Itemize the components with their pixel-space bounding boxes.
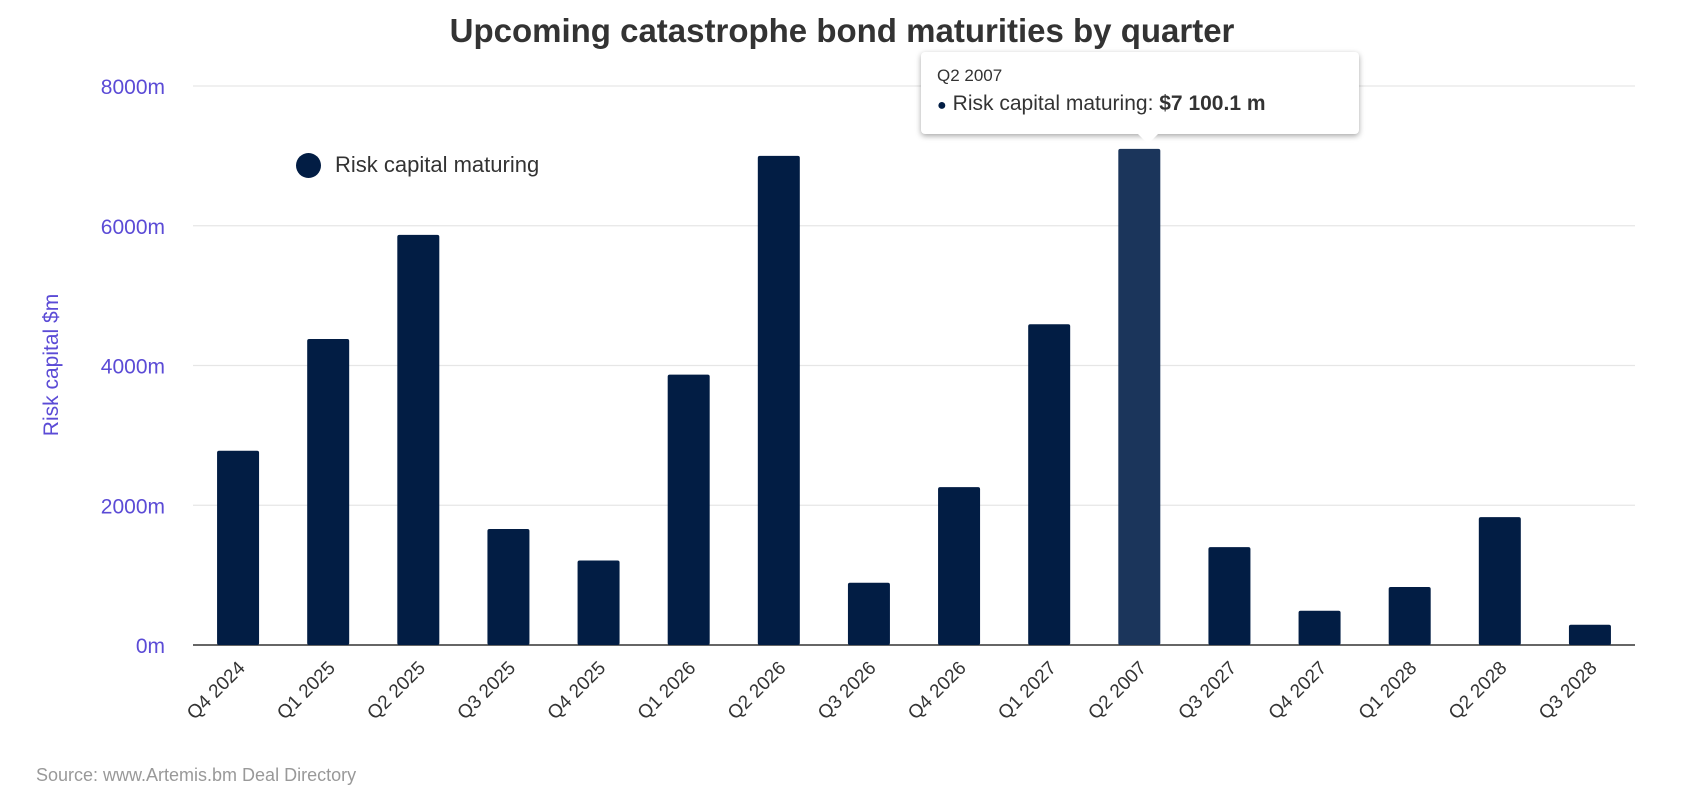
legend-item[interactable]: Risk capital maturing — [296, 152, 539, 178]
tooltip-series-label: Risk capital maturing: — [952, 92, 1160, 115]
bar[interactable] — [1028, 324, 1071, 645]
x-tick-label: Q4 2024 — [183, 657, 250, 724]
bar[interactable] — [847, 582, 890, 645]
legend-marker-icon — [296, 152, 321, 178]
tooltip-value: $7 100.1 m — [1159, 92, 1266, 115]
y-tick-label: 2000m — [101, 495, 165, 518]
tooltip: Q2 2007 ● Risk capital maturing: $7 100.1… — [921, 52, 1359, 144]
y-tick-label: 6000m — [101, 216, 165, 239]
x-tick-label: Q1 2027 — [994, 658, 1060, 724]
x-tick-label: Q2 2026 — [724, 658, 790, 724]
x-tick-label: Q3 2026 — [814, 658, 880, 724]
x-tick-label: Q1 2025 — [273, 658, 339, 724]
bar[interactable] — [487, 529, 530, 645]
x-tick-label: Q2 2007 — [1084, 658, 1150, 724]
y-axis-label: Risk capital $m — [40, 294, 63, 436]
series-dot-icon: ● — [937, 97, 947, 114]
y-tick-label: 8000m — [101, 76, 165, 99]
x-tick-label: Q3 2027 — [1175, 658, 1241, 724]
source-credit: Source: www.Artemis.bm Deal Directory — [36, 765, 357, 785]
x-tick-label: Q4 2025 — [544, 658, 610, 724]
bar[interactable] — [1298, 610, 1341, 645]
bar[interactable] — [1208, 547, 1251, 645]
bar[interactable] — [397, 234, 440, 646]
bar[interactable] — [307, 338, 350, 645]
x-tick-label: Q1 2026 — [634, 658, 700, 724]
bar[interactable] — [938, 487, 981, 645]
chart-title: Upcoming catastrophe bond maturities by … — [449, 12, 1235, 49]
bar[interactable] — [1388, 587, 1431, 645]
bar[interactable] — [667, 374, 710, 645]
bar[interactable] — [1118, 148, 1161, 646]
x-tick-label: Q2 2025 — [363, 658, 429, 724]
x-tick-label: Q3 2025 — [454, 658, 520, 724]
x-tick-label: Q4 2026 — [904, 658, 970, 724]
x-tick-label: Q1 2028 — [1355, 658, 1421, 724]
bar[interactable] — [1478, 517, 1521, 645]
bar[interactable] — [217, 450, 260, 645]
bar[interactable] — [757, 155, 800, 645]
x-tick-label: Q3 2028 — [1535, 658, 1601, 724]
y-tick-label: 4000m — [101, 356, 165, 379]
x-tick-label: Q4 2027 — [1265, 658, 1331, 724]
bar[interactable] — [577, 560, 620, 645]
legend-label: Risk capital maturing — [335, 152, 540, 177]
x-tick-label: Q2 2028 — [1445, 658, 1511, 724]
tooltip-header: Q2 2007 — [937, 66, 1003, 85]
bar[interactable] — [1568, 624, 1611, 645]
y-tick-label: 0m — [136, 635, 165, 658]
